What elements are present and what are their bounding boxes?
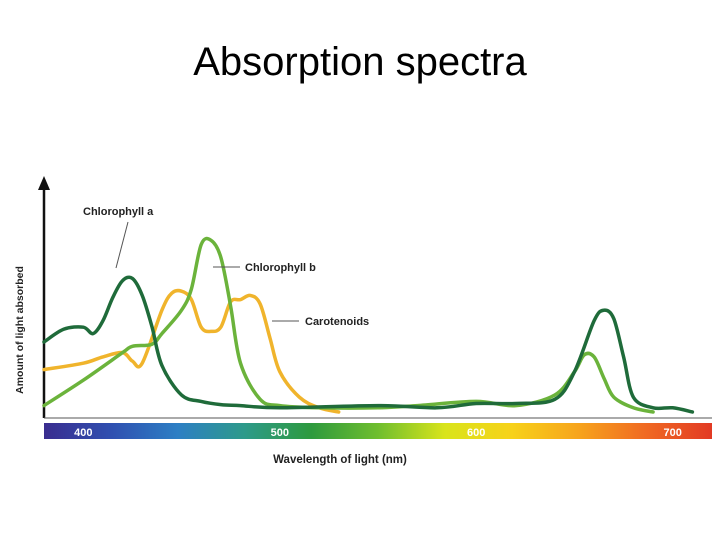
chlorophyll-b-label: Chlorophyll b <box>245 262 316 274</box>
ticks-layer: 400 500 600 700 <box>74 427 682 439</box>
chlorophyll-a-leader <box>115 221 129 269</box>
slide-title: Absorption spectra <box>193 40 527 84</box>
series-layer <box>42 236 695 414</box>
series-line-carotenoids <box>42 288 341 414</box>
carotenoids-label: Carotenoids <box>305 316 369 328</box>
series-line-chlorophyll-a <box>42 275 695 414</box>
x-tick-label: 400 <box>74 427 92 439</box>
x-axis-label: Wavelength of light (nm) <box>273 454 407 466</box>
y-axis-arrow <box>38 176 50 190</box>
wavelength-spectrum-bar <box>44 423 712 439</box>
chlorophyll-a-label: Chlorophyll a <box>83 206 154 218</box>
series-line-chlorophyll-b <box>42 236 655 414</box>
y-axis-label: Amount of light absorbed <box>14 266 26 394</box>
x-tick-label: 600 <box>467 427 485 439</box>
x-tick-label: 700 <box>664 427 682 439</box>
x-tick-label: 500 <box>271 427 289 439</box>
